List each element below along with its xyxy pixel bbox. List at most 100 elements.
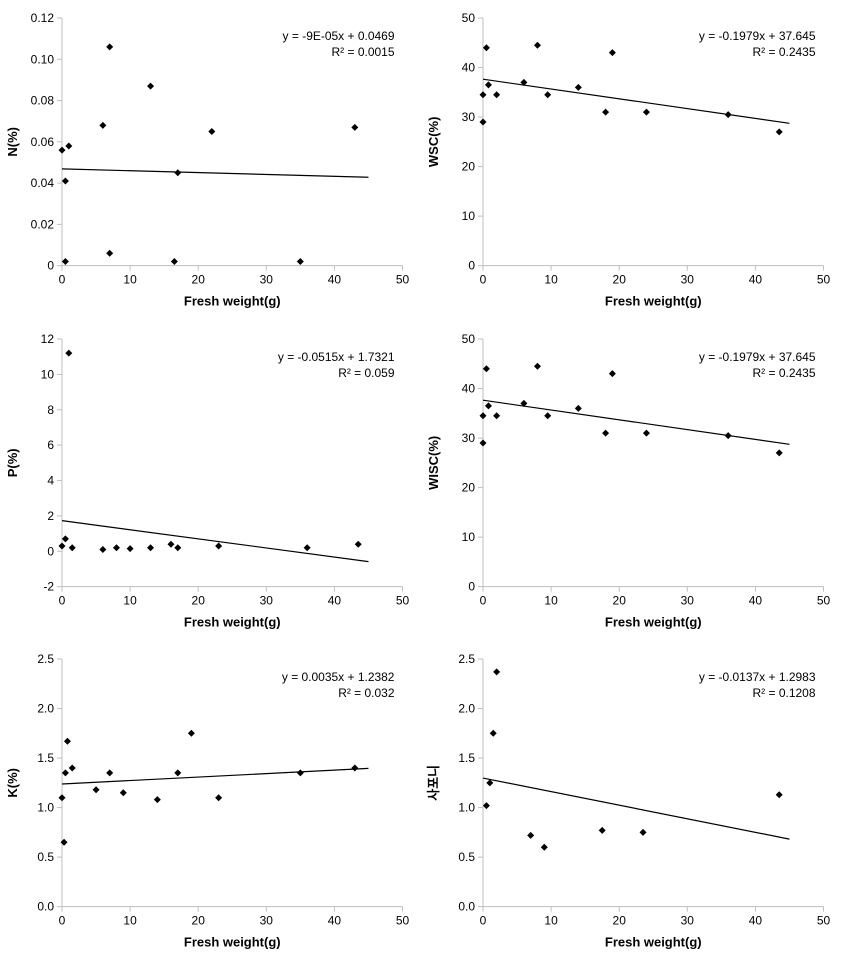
equation-line: y = -9E-05x + 0.0469: [283, 29, 395, 43]
x-tick-label: 10: [123, 593, 137, 607]
chart-cell: 01020304050-2024681012Fresh weight(g)P(%…: [0, 321, 421, 642]
x-tick-label: 20: [612, 593, 626, 607]
trend-line: [62, 769, 368, 785]
data-point: [527, 832, 534, 839]
data-point: [351, 765, 358, 772]
data-point: [154, 796, 161, 803]
chart-cell: 010203040500.00.51.01.52.02.5Fresh weigh…: [0, 641, 421, 962]
data-point: [484, 81, 491, 88]
x-tick-label: 30: [680, 273, 694, 287]
x-tick-label: 40: [328, 914, 342, 928]
data-point: [127, 545, 134, 552]
y-tick-label: 0.0: [458, 900, 475, 914]
data-point: [106, 250, 113, 257]
data-point: [297, 258, 304, 265]
data-point: [775, 792, 782, 799]
x-tick-label: 0: [59, 914, 66, 928]
y-tick-label: 1.0: [458, 801, 475, 815]
data-point: [62, 535, 69, 542]
data-point: [106, 770, 113, 777]
x-tick-label: 30: [260, 914, 274, 928]
data-point: [69, 765, 76, 772]
x-tick-label: 50: [816, 593, 830, 607]
data-point: [297, 770, 304, 777]
data-point: [174, 770, 181, 777]
y-tick-label: 50: [461, 11, 475, 25]
data-point: [574, 405, 581, 412]
data-point: [639, 829, 646, 836]
data-point: [489, 730, 496, 737]
x-tick-label: 50: [396, 914, 410, 928]
data-point: [775, 128, 782, 135]
y-tick-label: 0: [468, 259, 475, 273]
data-point: [602, 429, 609, 436]
data-point: [59, 542, 66, 549]
data-point: [304, 544, 311, 551]
y-tick-label: 2: [47, 509, 54, 523]
data-point: [642, 429, 649, 436]
x-tick-label: 0: [59, 273, 66, 287]
y-axis-label: WSC(%): [426, 117, 441, 168]
data-point: [147, 544, 154, 551]
data-point: [574, 84, 581, 91]
y-tick-label: 1.5: [37, 751, 54, 765]
data-point: [724, 432, 731, 439]
y-tick-label: 50: [461, 332, 475, 346]
x-tick-label: 30: [260, 273, 274, 287]
data-point: [59, 795, 66, 802]
equation-rsq: R² = 0.032: [338, 686, 395, 700]
y-tick-label: 0.04: [31, 176, 55, 190]
data-point: [482, 365, 489, 372]
trend-line: [483, 79, 789, 123]
y-tick-label: 0.06: [31, 135, 55, 149]
x-tick-label: 10: [544, 914, 558, 928]
trend-line: [62, 169, 368, 177]
x-axis-label: Fresh weight(g): [184, 614, 281, 629]
y-tick-label: 6: [47, 438, 54, 452]
data-point: [479, 91, 486, 98]
x-tick-label: 50: [396, 273, 410, 287]
data-point: [208, 128, 215, 135]
chart-cell: 0102030405000.020.040.060.080.100.12Fres…: [0, 0, 421, 321]
y-tick-label: 1.0: [37, 801, 54, 815]
x-tick-label: 0: [479, 593, 486, 607]
data-point: [93, 787, 100, 794]
y-tick-label: 10: [461, 530, 475, 544]
x-tick-label: 0: [479, 273, 486, 287]
y-tick-label: 0.12: [31, 11, 55, 25]
y-tick-label: 1.5: [458, 751, 475, 765]
y-tick-label: 40: [461, 61, 475, 75]
y-tick-label: 0.0: [37, 900, 54, 914]
equation-line: y = -0.0515x + 1.7321: [278, 350, 395, 364]
data-point: [533, 42, 540, 49]
data-point: [188, 730, 195, 737]
data-point: [775, 449, 782, 456]
y-tick-label: 0.5: [458, 850, 475, 864]
data-point: [598, 827, 605, 834]
data-point: [59, 147, 66, 154]
trend-line: [483, 778, 789, 839]
y-tick-label: 10: [461, 209, 475, 223]
equation-rsq: R² = 0.2435: [752, 45, 815, 59]
data-point: [544, 412, 551, 419]
data-point: [602, 109, 609, 116]
x-axis-label: Fresh weight(g): [184, 294, 281, 309]
y-tick-label: 10: [41, 367, 55, 381]
data-point: [99, 546, 106, 553]
data-point: [479, 439, 486, 446]
data-point: [215, 795, 222, 802]
y-axis-label: N(%): [5, 127, 20, 157]
y-axis-label: WISC(%): [426, 435, 441, 489]
y-tick-label: 40: [461, 381, 475, 395]
data-point: [544, 91, 551, 98]
chart-cell: 010203040500.00.51.01.52.02.5Fresh weigh…: [421, 641, 841, 962]
chart-saponin: 010203040500.00.51.01.52.02.5Fresh weigh…: [421, 641, 841, 962]
data-point: [167, 540, 174, 547]
chart-cell: 0102030405001020304050Fresh weight(g)WSC…: [421, 0, 841, 321]
x-axis-label: Fresh weight(g): [604, 935, 701, 950]
equation-line: y = 0.0035x + 1.2382: [282, 670, 395, 684]
data-point: [355, 540, 362, 547]
equation-line: y = -0.1979x + 37.645: [698, 29, 815, 43]
y-tick-label: 12: [41, 332, 55, 346]
data-point: [608, 370, 615, 377]
